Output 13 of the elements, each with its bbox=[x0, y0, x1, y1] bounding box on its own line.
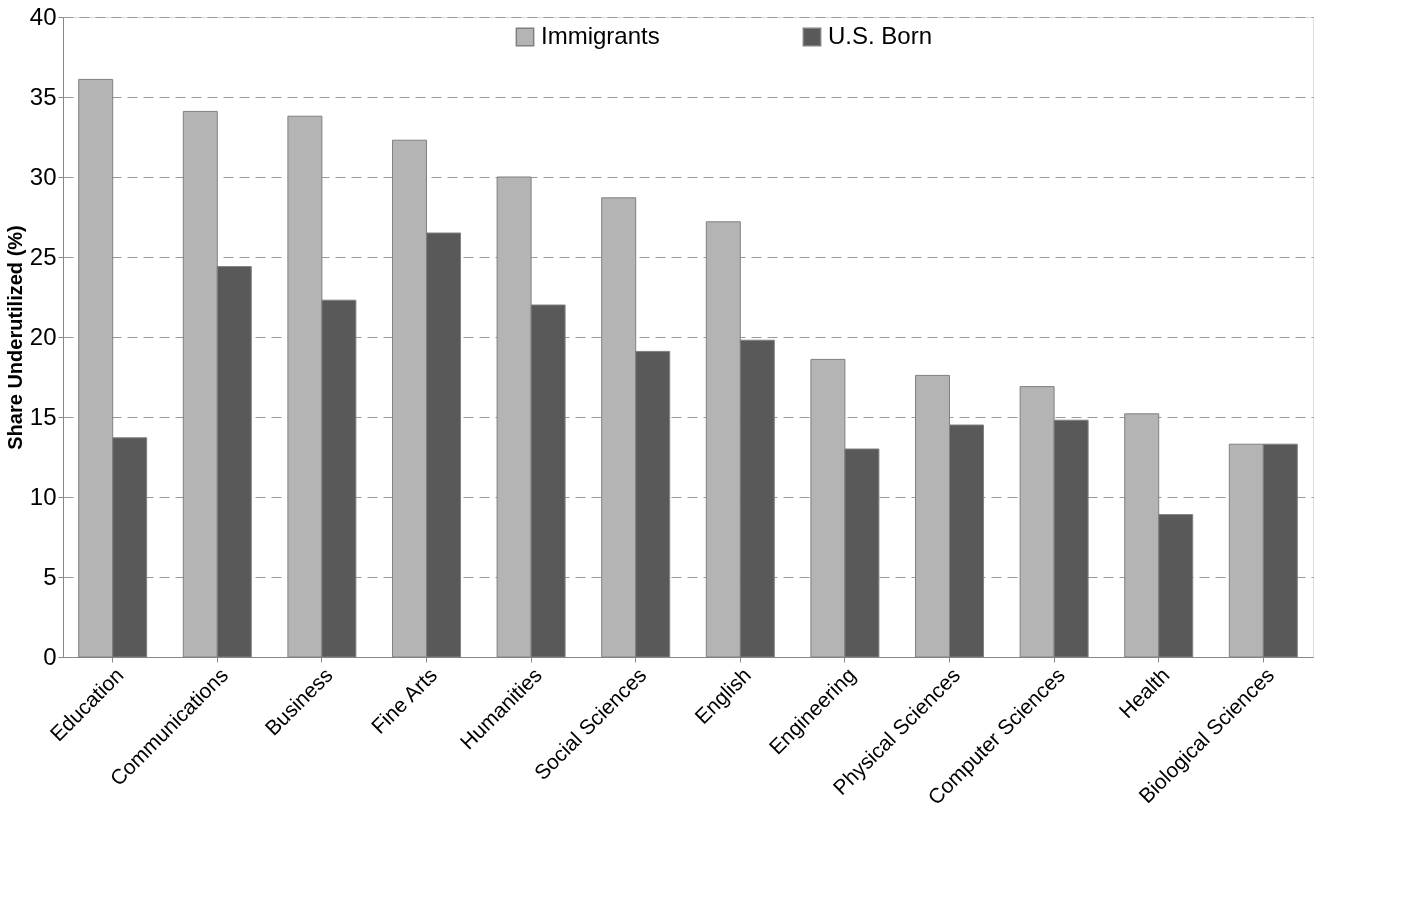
x-tick-label: Fine Arts bbox=[366, 663, 442, 738]
y-tick-label: 35 bbox=[29, 82, 57, 110]
y-axis-title: Share Underutilized (%) bbox=[3, 225, 26, 450]
y-tick-label: 10 bbox=[29, 482, 57, 510]
y-tick-label: 20 bbox=[29, 322, 57, 350]
y-tick-label: 15 bbox=[29, 402, 57, 430]
legend-label: U.S. Born bbox=[828, 22, 933, 49]
y-tick-label: 5 bbox=[43, 562, 57, 590]
y-tick-label: 40 bbox=[29, 2, 57, 30]
y-tick-label: 30 bbox=[29, 162, 57, 190]
y-tick-label: 25 bbox=[29, 242, 57, 270]
y-tick-label: 0 bbox=[43, 642, 57, 670]
legend-label: Immigrants bbox=[541, 22, 660, 49]
